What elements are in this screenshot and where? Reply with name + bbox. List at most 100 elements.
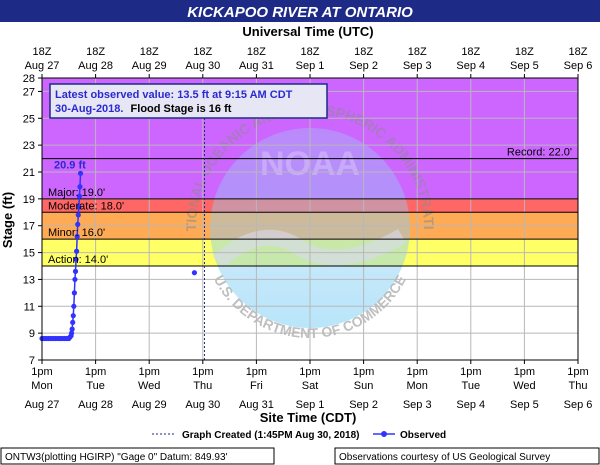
legend-observed-marker [381,431,387,437]
chart-title: KICKAPOO RIVER AT ONTARIO [187,4,413,21]
y-tick-label-13: 13 [23,274,35,286]
top-tick-date-2: Aug 29 [132,60,167,72]
footer-datum-box [0,447,275,465]
observed-point-22 [72,268,79,274]
bottom-tick-date-3: Aug 30 [185,399,220,411]
bottom-tick-day-4: Fri [250,380,263,392]
bottom-tick-day-5: Sat [302,380,319,392]
y-tick-label-28: 28 [23,73,35,85]
bottom-tick-day-1: Tue [86,380,105,392]
observed-point-32 [191,270,198,276]
top-tick-date-9: Sep 5 [510,60,539,72]
top-tick-time-8: 18Z [461,46,480,58]
top-tick-date-6: Sep 2 [349,60,378,72]
bottom-tick-date-6: Sep 2 [349,399,378,411]
observed-point-28 [76,204,82,210]
y-tick-label-21: 21 [23,167,35,179]
noaa-logo-gull [212,229,407,269]
bottom-tick-day-0: Mon [31,380,52,392]
observed-point-21 [72,276,78,283]
observed-point-29 [76,193,83,199]
y-tick-label-19: 19 [23,194,35,206]
bottom-tick-day-6: Sun [354,380,374,392]
bottom-tick-time-4: 1pm [246,366,267,378]
observed-point-15 [68,330,75,336]
footer-datum-text: ONTW3(plotting HGIRP) "Gage 0" Datum: 84… [5,452,228,463]
legend-graph-created-label: Graph Created (1:45PM Aug 30, 2018) [182,430,359,441]
observed-point-31 [77,170,84,176]
label-moderate: Moderate: 18.0' [48,200,124,212]
bottom-tick-time-9: 1pm [514,366,535,378]
flood-category-labels: Record: 22.0' Major: 19.0'Moderate: 18.0'… [48,147,572,266]
bottom-tick-date-0: Aug 27 [25,399,60,411]
footer-credit-text: Observations courtesy of US Geological S… [339,452,550,463]
bottom-tick-day-2: Wed [138,380,160,392]
bottom-tick-date-2: Aug 29 [132,399,167,411]
observed-point-25 [74,233,80,240]
y-tick-label-27: 27 [23,86,35,98]
bottom-tick-date-5: Sep 1 [296,399,325,411]
legend: Graph Created (1:45PM Aug 30, 2018) Obse… [152,430,446,441]
top-tick-date-4: Aug 31 [239,60,274,72]
bottom-tick-time-7: 1pm [406,366,427,378]
top-tick-date-0: Aug 27 [25,60,60,72]
bottom-tick-day-9: Wed [513,380,535,392]
top-tick-time-2: 18Z [140,46,159,58]
bottom-tick-day-3: Thu [193,380,212,392]
y-tick-label-11: 11 [24,301,35,313]
observed-point-24 [74,248,80,254]
info-box-flood-stage: Flood Stage is 16 ft [131,103,232,115]
top-tick-date-3: Aug 30 [185,60,220,72]
top-tick-time-6: 18Z [354,46,373,58]
observed-point-30 [77,184,83,190]
bottom-tick-time-8: 1pm [460,366,481,378]
label-minor: Minor: 16.0' [48,227,105,239]
observed-point-16 [69,326,75,332]
bottom-tick-date-8: Sep 4 [456,399,485,411]
observed-point-23 [73,256,79,262]
observed-point-18 [70,313,76,319]
y-tick-label-7: 7 [29,355,35,367]
y-tick-label-23: 23 [23,140,35,152]
bottom-tick-time-1: 1pm [85,366,106,378]
bottom-tick-time-3: 1pm [192,366,213,378]
top-tick-time-5: 18Z [301,46,320,58]
footer-credit-box [334,447,600,465]
y-tick-label-25: 25 [23,113,35,125]
bottom-axis-title: Site Time (CDT) [260,410,357,425]
label-major: Major: 19.0' [48,187,105,199]
flood-category-lines [42,158,578,267]
top-tick-date-1: Aug 28 [78,60,113,72]
y-axis-title: Stage (ft) [0,192,15,248]
bottom-tick-day-8: Tue [462,380,481,392]
bottom-tick-date-10: Sep 6 [564,399,593,411]
observed-point-19 [71,303,77,309]
legend-observed-label: Observed [400,430,446,441]
info-box-date: 30-Aug-2018. [55,103,123,115]
y-tick-label-17: 17 [23,221,35,233]
top-tick-time-10: 18Z [569,46,588,58]
top-tick-time-0: 18Z [33,46,52,58]
top-tick-time-1: 18Z [86,46,105,58]
top-tick-date-5: Sep 1 [296,60,325,72]
label-action: Action: 14.0' [48,254,108,266]
bottom-tick-date-9: Sep 5 [510,399,539,411]
y-tick-label-9: 9 [29,328,35,340]
observed-point-27 [75,212,81,218]
svg-text:30-Aug-2018. Flood Stage: 30-Aug-2018. Flood Stage is 16 ft [55,103,232,115]
latest-observation-box: Latest observed value: 13.5 ft at 9:15 A… [49,83,328,119]
bottom-tick-time-5: 1pm [299,366,320,378]
observed-series: 20.9 ft [39,159,198,342]
top-tick-date-8: Sep 4 [456,60,485,72]
top-tick-date-10: Sep 6 [564,60,593,72]
title-bar [0,0,600,22]
top-tick-date-7: Sep 3 [403,60,432,72]
y-tick-label-15: 15 [23,248,35,260]
bottom-tick-time-10: 1pm [567,366,588,378]
top-axis-title: Universal Time (UTC) [242,24,373,39]
bottom-tick-date-4: Aug 31 [239,399,274,411]
top-tick-time-3: 18Z [193,46,212,58]
bottom-tick-time-6: 1pm [353,366,374,378]
